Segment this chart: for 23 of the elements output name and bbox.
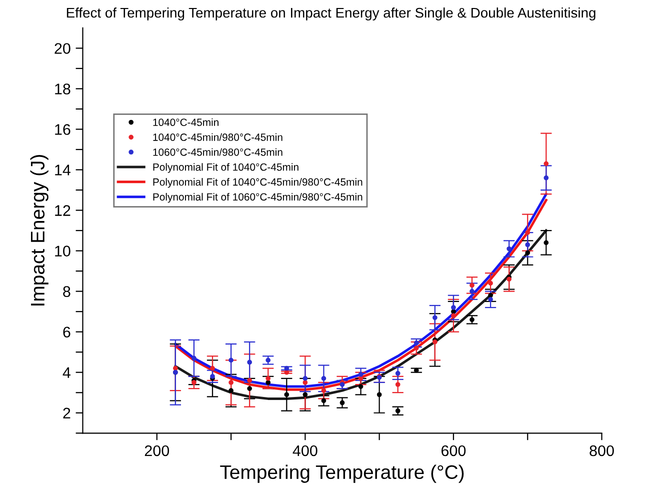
x-axis-title: Tempering Temperature (°C)	[220, 464, 464, 483]
x-tick-label: 800	[590, 445, 614, 456]
y-tick-label: 2	[63, 408, 70, 418]
legend-label: Polynomial Fit of 1040°C-45min	[153, 163, 298, 173]
y-tick-label: 16	[55, 124, 70, 135]
y-tick-label: 14	[55, 164, 70, 176]
y-axis-title: Impact Energy (J)	[30, 155, 48, 306]
y-tick-label: 12	[55, 205, 70, 216]
legend-label: Polynomial Fit of 1040°C-45min/980°C-45min	[153, 178, 362, 188]
x-tick-label: 200	[144, 445, 170, 456]
x-tick-label: 400	[292, 445, 318, 456]
x-tick-label: 600	[442, 445, 466, 456]
legend-label: 1040°C-45min/980°C-45min	[153, 133, 282, 141]
chart-title: Effect of Tempering Temperature on Impact Energy after Single & Double Austenitising	[66, 7, 596, 20]
y-tick-label: 6	[63, 326, 70, 338]
y-tick-label: 18	[55, 84, 70, 94]
y-tick-label: 10	[55, 246, 70, 256]
y-tick-label: 20	[54, 43, 70, 54]
legend-label: 1060°C-45min/980°C-45min	[153, 148, 282, 156]
y-tick-label: 8	[63, 286, 70, 297]
y-tick-label: 4	[62, 367, 70, 378]
legend-label: Polynomial Fit of 1060°C-45min/980°C-45min	[153, 192, 362, 203]
legend-label: 1040°C-45min	[153, 118, 218, 126]
